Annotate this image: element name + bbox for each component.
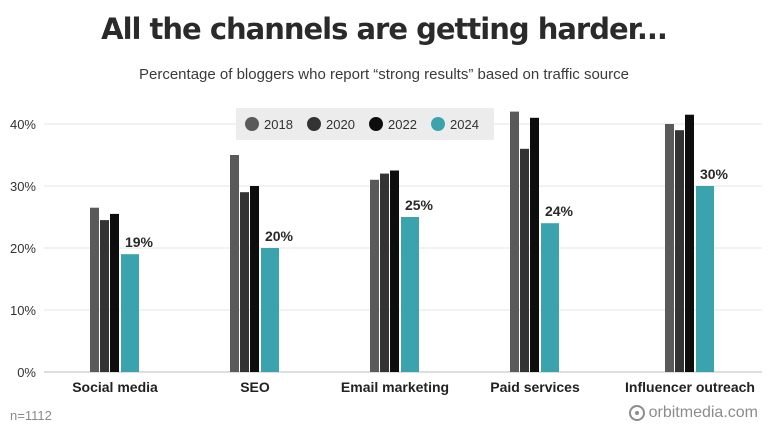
bar bbox=[380, 173, 389, 372]
bar bbox=[390, 170, 399, 372]
brand-watermark: orbitmedia.com bbox=[628, 404, 758, 422]
legend-swatch bbox=[431, 117, 445, 131]
y-tick-label: 0% bbox=[17, 365, 36, 380]
bar bbox=[520, 148, 529, 372]
chart-subtitle: Percentage of bloggers who report “stron… bbox=[139, 66, 629, 83]
x-category-label: Social media bbox=[72, 379, 158, 395]
data-label: 24% bbox=[545, 203, 574, 219]
bar bbox=[250, 186, 259, 372]
legend-swatch bbox=[369, 117, 383, 131]
sample-size-note: n=1112 bbox=[10, 408, 52, 423]
data-label: 20% bbox=[265, 228, 294, 244]
bar bbox=[675, 130, 684, 372]
y-tick-label: 40% bbox=[10, 117, 36, 132]
bar bbox=[530, 117, 539, 372]
y-tick-label: 20% bbox=[10, 241, 36, 256]
legend-label: 2024 bbox=[450, 117, 479, 132]
x-category-label: Paid services bbox=[490, 379, 580, 395]
bar bbox=[541, 223, 559, 372]
bar bbox=[100, 220, 109, 372]
legend-label: 2020 bbox=[326, 117, 355, 132]
bar bbox=[110, 213, 119, 372]
bar bbox=[370, 179, 379, 372]
bar bbox=[510, 111, 519, 372]
chart-title: All the channels are getting harder... bbox=[101, 12, 668, 46]
data-label: 19% bbox=[125, 234, 154, 250]
y-tick-label: 30% bbox=[10, 179, 36, 194]
data-label: 30% bbox=[700, 166, 729, 182]
orbit-logo-icon bbox=[628, 405, 645, 421]
legend-swatch bbox=[245, 117, 259, 131]
bar bbox=[121, 254, 139, 372]
y-tick-label: 10% bbox=[10, 303, 36, 318]
bar bbox=[401, 217, 419, 372]
bar bbox=[230, 155, 239, 372]
bar bbox=[665, 124, 674, 372]
legend-label: 2022 bbox=[388, 117, 417, 132]
x-category-label: Influencer outreach bbox=[625, 379, 755, 395]
bar bbox=[696, 186, 714, 372]
legend-label: 2018 bbox=[264, 117, 293, 132]
data-label: 25% bbox=[405, 197, 434, 213]
bar bbox=[240, 192, 249, 372]
bar bbox=[90, 207, 99, 372]
legend-swatch bbox=[307, 117, 321, 131]
bar bbox=[261, 248, 279, 372]
x-category-label: Email marketing bbox=[341, 379, 449, 395]
x-category-label: SEO bbox=[240, 379, 270, 395]
legend-box bbox=[236, 108, 494, 140]
bar bbox=[685, 114, 694, 372]
brand-name: orbitmedia.com bbox=[648, 404, 758, 421]
